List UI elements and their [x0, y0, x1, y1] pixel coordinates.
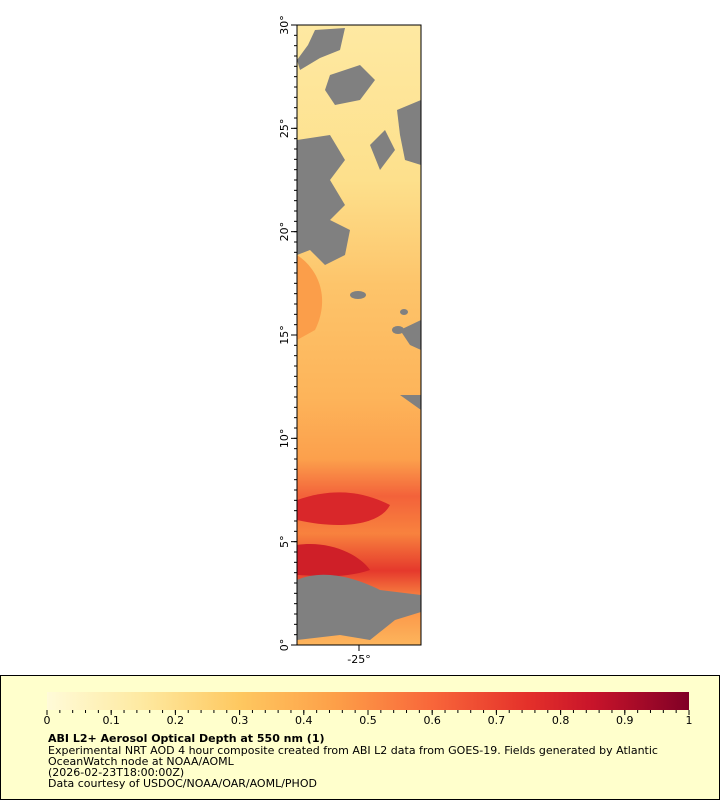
legend-line: (2026-02-23T18:00:00Z) — [48, 766, 185, 779]
legend-title: ABI L2+ Aerosol Optical Depth at 550 nm … — [48, 732, 325, 745]
y-tick-label: 10° — [278, 429, 291, 449]
colorbar-tick-label: 0.3 — [231, 714, 249, 727]
colorbar-tick-label: 0.4 — [295, 714, 313, 727]
colorbar-tick-label: 0.5 — [359, 714, 377, 727]
y-tick-label: 25° — [278, 119, 291, 139]
legend-line: Experimental NRT AOD 4 hour composite cr… — [48, 744, 658, 757]
y-tick-label: 20° — [278, 222, 291, 242]
colorbar-tick-label: 0.7 — [488, 714, 506, 727]
legend-line: OceanWatch node at NOAA/AOML — [48, 755, 234, 768]
colorbar-tick-label: 0.8 — [552, 714, 570, 727]
colorbar-tick-label: 0.2 — [167, 714, 185, 727]
colorbar-tick-label: 0.1 — [102, 714, 120, 727]
colorbar-tick-label: 0 — [44, 714, 51, 727]
aod-raster — [297, 25, 421, 645]
colorbar-tick-label: 0.9 — [616, 714, 634, 727]
y-tick-label: 5° — [278, 535, 291, 548]
y-tick-label: 30° — [278, 15, 291, 35]
colorbar — [47, 692, 689, 710]
legend-line: Data courtesy of USDOC/NOAA/OAR/AOML/PHO… — [48, 777, 317, 790]
colorbar-tick-label: 1 — [686, 714, 693, 727]
y-tick-label: 15° — [278, 325, 291, 345]
x-tick-label: -25° — [347, 653, 370, 666]
colorbar-tick-label: 0.6 — [423, 714, 441, 727]
y-tick-label: 0° — [278, 639, 291, 652]
